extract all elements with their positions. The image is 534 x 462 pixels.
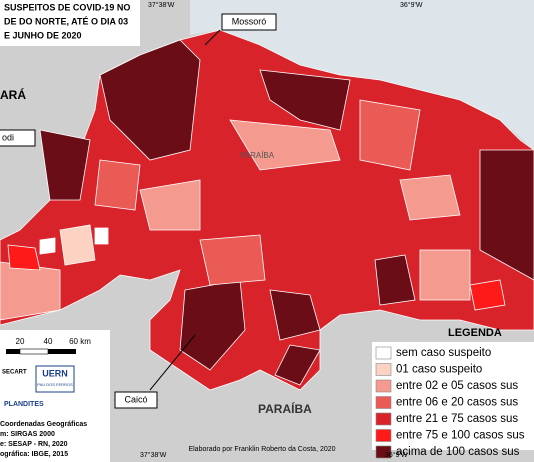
legend-swatch (375, 429, 392, 442)
region (39, 129, 91, 201)
coordinate-label: 37°38'W (148, 1, 175, 9)
leader (204, 29, 221, 46)
title-line: DE DO NORTE, ATÉ O DIA 03 (4, 16, 128, 26)
place-label: odi (2, 132, 14, 142)
title-line: SUSPEITOS DE COVID-19 NO (4, 2, 130, 12)
logo: UERN (42, 368, 68, 378)
credit: Elaborado por Franklin Roberto da Costa,… (188, 446, 335, 453)
legend-label: 01 caso suspeito (396, 364, 482, 376)
legend-box (372, 342, 534, 450)
legend-label: entre 06 e 20 casos sus (396, 397, 518, 409)
legend-swatch (375, 412, 392, 426)
note: e: SESAP - RN, 2020 (0, 441, 68, 448)
coordinate-label: 37°38'W (140, 451, 167, 459)
scale-label: 60 km (69, 337, 91, 346)
note: ográfica: IBGE, 2015 (0, 451, 68, 458)
leader (149, 334, 196, 391)
region (94, 159, 141, 211)
legend-swatch (375, 379, 392, 393)
legend-label: acima de 100 casos sus (396, 446, 520, 458)
title-line: E JUNHO DE 2020 (4, 30, 82, 40)
region (419, 249, 471, 301)
label-box (221, 13, 277, 31)
region (199, 234, 266, 286)
note: Coordenadas Geográficas (0, 421, 87, 428)
title-box (0, 0, 140, 46)
region (274, 344, 321, 386)
scale-bar (19, 348, 49, 355)
region (139, 179, 201, 231)
legend-swatch (375, 363, 392, 376)
legend-swatch (375, 396, 392, 409)
note: m: SIRGAS 2000 (0, 431, 55, 438)
logo: SECART (2, 370, 27, 376)
legend-swatch (375, 445, 392, 459)
scale-bar (48, 349, 76, 354)
legend-label: entre 02 e 05 casos sus (396, 380, 518, 392)
region (94, 227, 109, 245)
legend-swatch (375, 346, 392, 360)
region (469, 279, 506, 311)
place-label: PARAÍBA (240, 151, 275, 160)
region (359, 99, 421, 171)
region (39, 237, 56, 255)
legend-label: entre 75 e 100 casos sus (396, 430, 525, 442)
logo-box (35, 365, 75, 393)
region (99, 39, 201, 161)
scale-label: 20 (16, 337, 25, 346)
region (0, 261, 61, 321)
sea (190, 0, 534, 150)
region (259, 69, 351, 131)
coordinate-label: 36°9'W (400, 1, 423, 9)
label-box (0, 129, 36, 147)
legend-label: sem caso suspeito (396, 347, 491, 359)
region (269, 289, 321, 341)
legend-label: entre 21 e 75 casos sus (396, 413, 518, 425)
place-label: PARAÍBA (258, 401, 312, 416)
region (479, 149, 534, 281)
scale-bar (6, 349, 20, 354)
legend-title: LEGENDA (448, 327, 502, 339)
region (59, 224, 96, 266)
place-label: Mossoró (232, 16, 267, 26)
region (7, 244, 41, 271)
place-label: Caicó (124, 394, 147, 404)
place-label: ARÁ (0, 87, 26, 102)
logo: PLANDITES (4, 401, 44, 408)
coordinate-label: 36°9'W (385, 451, 408, 459)
label-box (114, 391, 158, 409)
region (229, 119, 341, 171)
region (399, 174, 461, 221)
scale-label: 40 (44, 337, 53, 346)
region (374, 254, 416, 306)
logo: PAU DOS FERROS (37, 382, 73, 387)
